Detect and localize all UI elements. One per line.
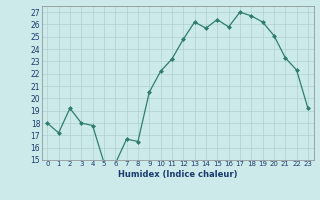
X-axis label: Humidex (Indice chaleur): Humidex (Indice chaleur)	[118, 170, 237, 179]
